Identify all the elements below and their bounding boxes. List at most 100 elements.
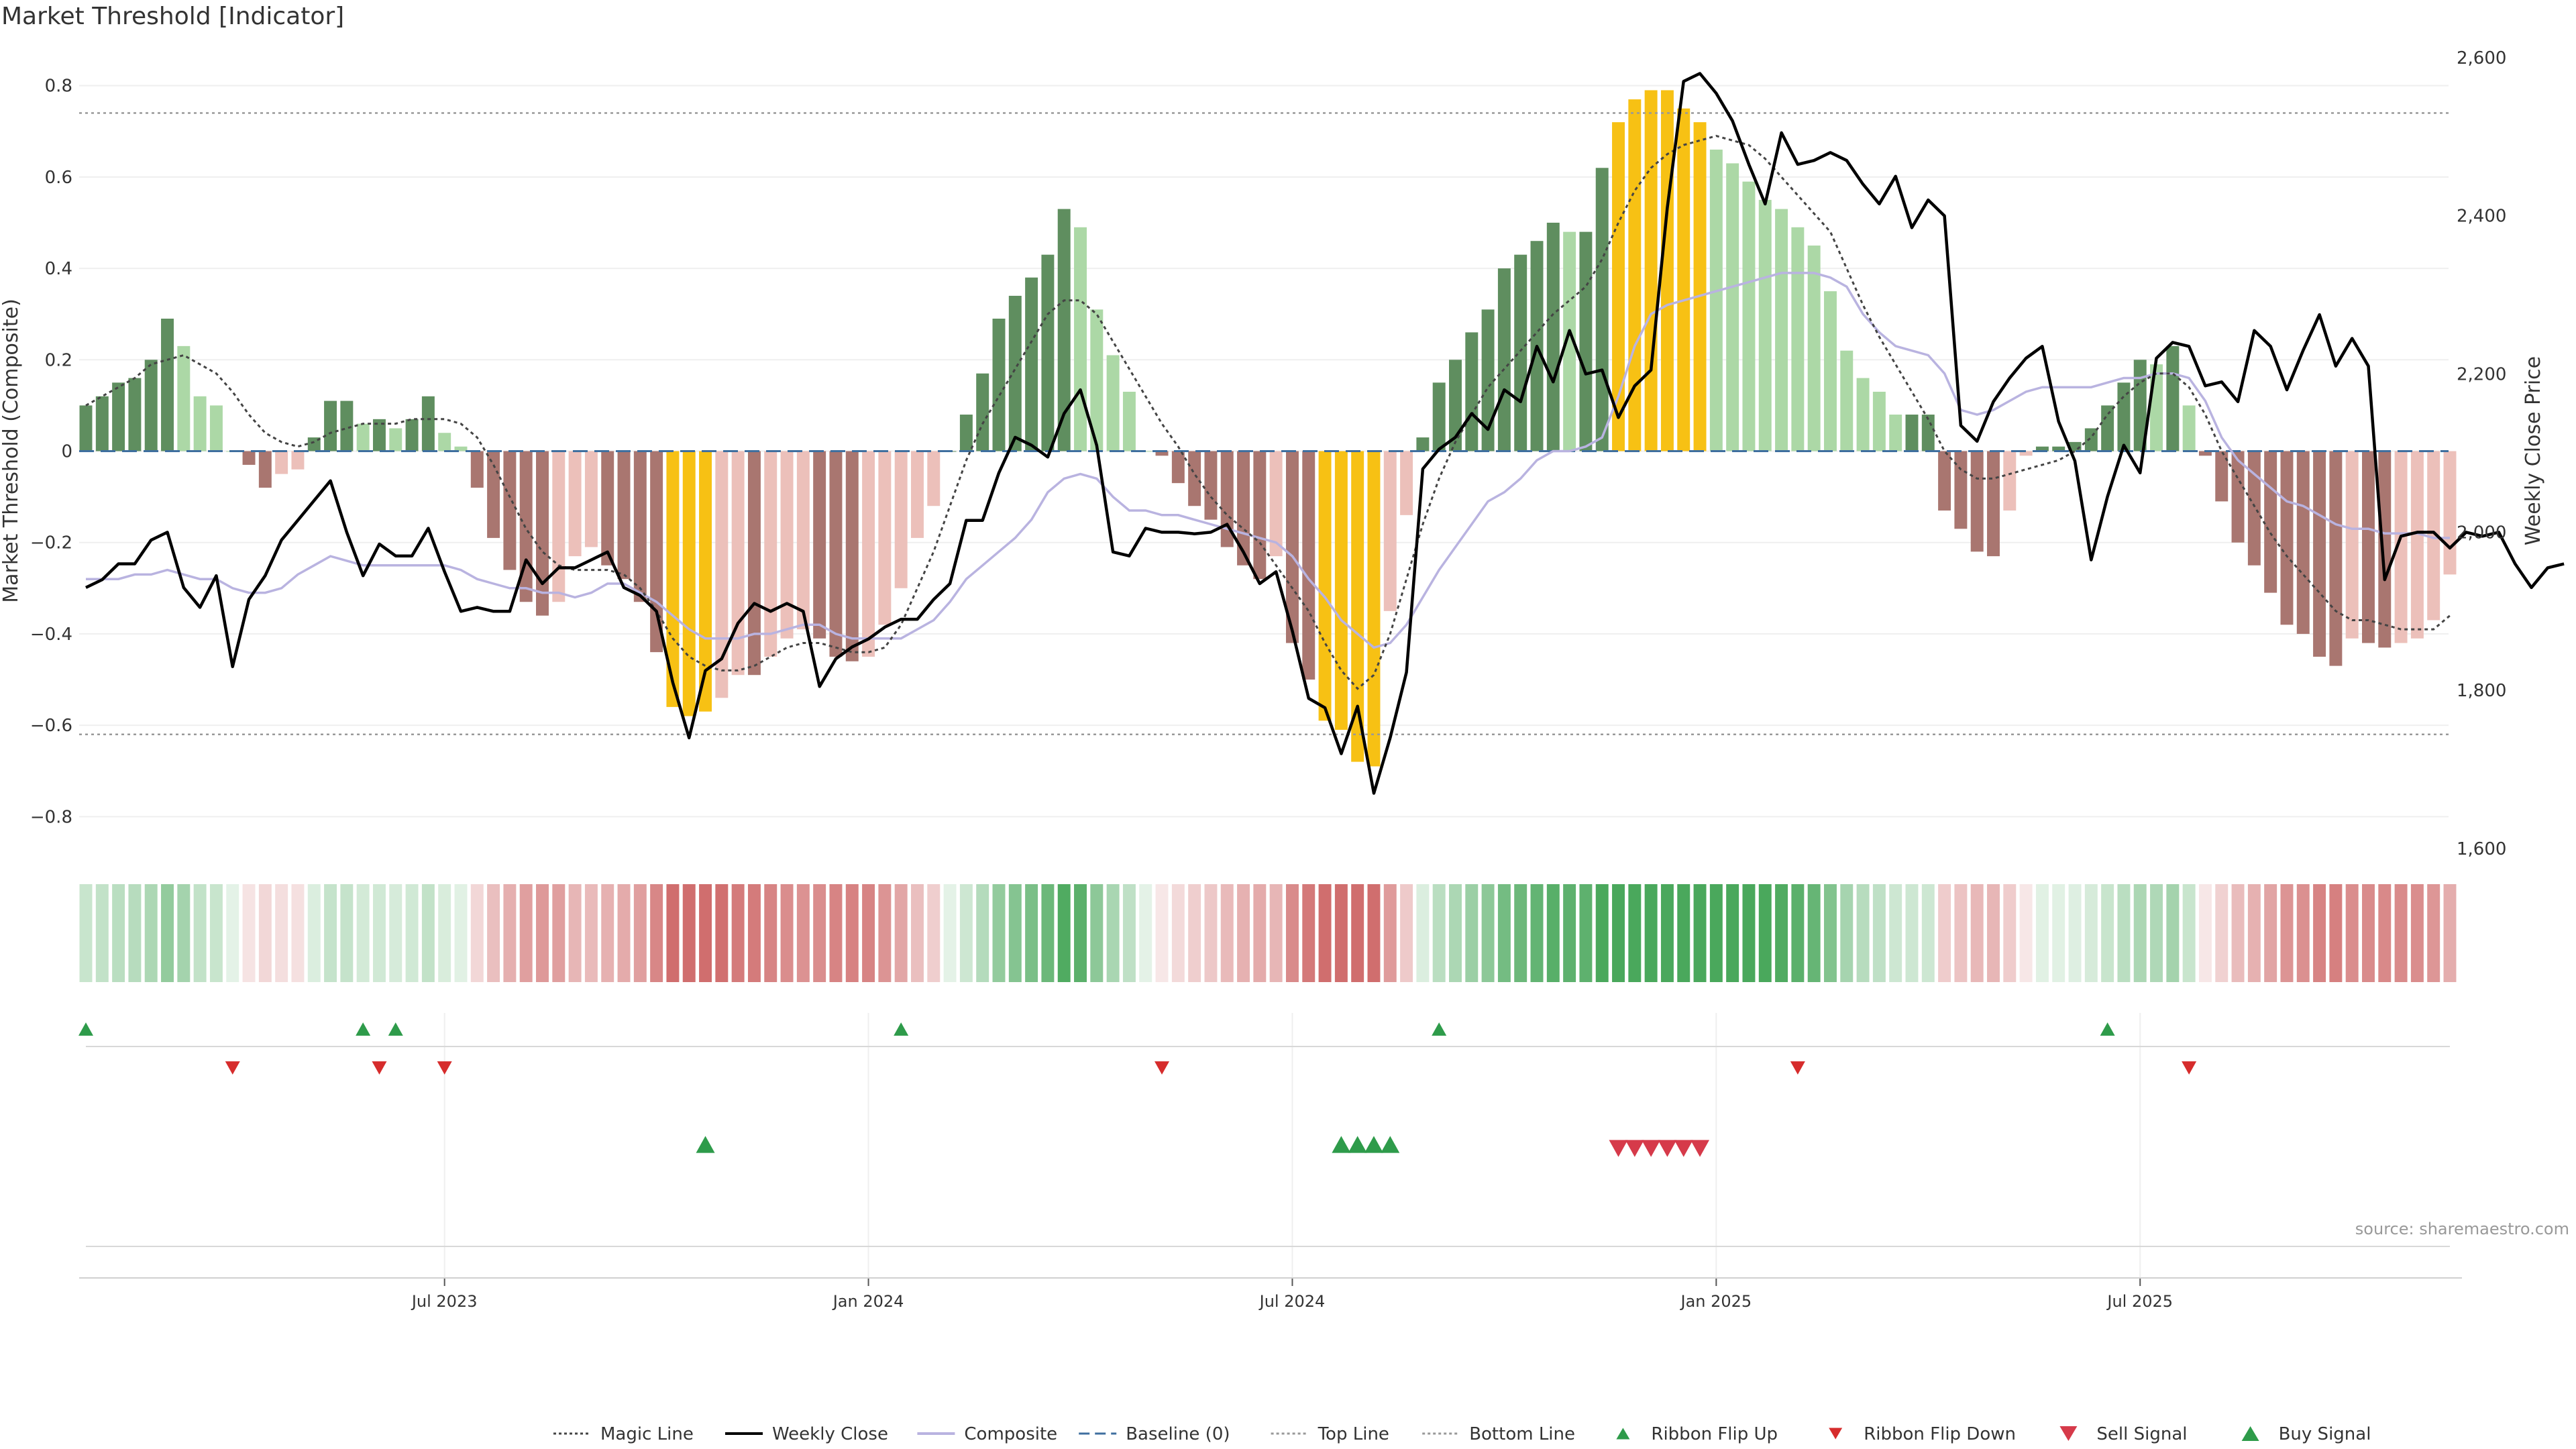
legend-swatch <box>1829 1428 1843 1440</box>
composite-bar <box>161 319 174 451</box>
sell-signal-marker <box>1674 1140 1693 1157</box>
ribbon-cell <box>796 884 810 982</box>
composite-bar <box>584 451 598 547</box>
ribbon-cell <box>1041 884 1055 982</box>
ribbon-cell <box>1008 884 1022 982</box>
legend-item: Sell Signal <box>2059 1424 2187 1444</box>
ribbon-cell <box>519 884 533 982</box>
composite-bar <box>796 451 810 630</box>
ribbon-cell <box>927 884 941 982</box>
y-tick-label-right: 2,200 <box>2457 365 2506 385</box>
axes: −0.8 −0.6 −0.4 −0.2 0 0.2 0.4 0.6 0.8 1,600 1,800 2… <box>0 48 2545 1311</box>
ribbon-cell <box>1595 884 1609 982</box>
buy-signal-marker <box>1348 1136 1367 1153</box>
ribbon-cell <box>1987 884 2000 982</box>
legend-swatch <box>2241 1426 2259 1442</box>
composite-bar <box>1514 254 1527 451</box>
composite-bars <box>79 90 2457 767</box>
y-tick-label-left: 0.6 <box>45 168 72 188</box>
ribbon-cell <box>682 884 696 982</box>
ribbon-cell <box>2084 884 2098 982</box>
ribbon-cell <box>1823 884 1837 982</box>
ribbon-cell <box>992 884 1006 982</box>
composite-bar <box>1595 168 1609 451</box>
composite-bar <box>470 451 484 488</box>
ribbon-cell <box>878 884 892 982</box>
y-tick-label-left: −0.4 <box>30 625 72 645</box>
composite-bar <box>112 382 125 451</box>
ribbon-cell <box>747 884 761 982</box>
ribbon-cell <box>2068 884 2082 982</box>
y-axis-label-right: Weekly Close Price <box>2522 356 2545 545</box>
composite-bar <box>389 428 402 451</box>
ribbon-cell <box>2117 884 2131 982</box>
composite-bar <box>617 451 631 580</box>
ribbon-cell <box>2150 884 2163 982</box>
ribbon-cell <box>1758 884 1772 982</box>
ribbon-flip-down-marker <box>2182 1061 2197 1075</box>
legend: Magic Line Weekly Close Composite Baseline … <box>553 1424 2371 1444</box>
composite-bar <box>1856 378 1870 451</box>
composite-bar <box>438 433 451 451</box>
composite-bar <box>780 451 794 639</box>
composite-bar <box>1400 451 1413 515</box>
ribbon-cell <box>1269 884 1283 982</box>
ribbon-cell <box>2410 884 2424 982</box>
ribbon-flip-down-marker <box>1790 1061 1805 1075</box>
ribbon-cell <box>2394 884 2408 982</box>
ribbon-cell <box>1726 884 1739 982</box>
ribbon-cell <box>1285 884 1299 982</box>
y-tick-label-left: −0.6 <box>30 716 72 736</box>
ribbon-cell <box>275 884 288 982</box>
legend-swatch <box>2059 1426 2078 1442</box>
ribbon-strip <box>79 884 2457 982</box>
composite-bar <box>1497 268 1511 451</box>
ribbon-cell <box>633 884 647 982</box>
ribbon-cell <box>1889 884 1902 982</box>
composite-bar <box>2231 451 2245 543</box>
y-tick-label-left: 0.2 <box>45 350 72 370</box>
ribbon-flip-up-marker <box>78 1022 93 1036</box>
ribbon-cell <box>1122 884 1136 982</box>
ribbon-cell <box>2427 884 2440 982</box>
legend-label: Ribbon Flip Up <box>1651 1424 1778 1444</box>
legend-label: Ribbon Flip Down <box>1864 1424 2016 1444</box>
composite-bar <box>291 451 305 470</box>
ribbon-cell <box>1237 884 1250 982</box>
ribbon-cell <box>1497 884 1511 982</box>
composite-bar <box>976 373 989 451</box>
composite-bar <box>1122 391 1136 451</box>
composite-bar <box>2443 451 2457 575</box>
composite-bar <box>128 378 142 451</box>
ribbon-cell <box>1872 884 1886 982</box>
ribbon-cell <box>2215 884 2229 982</box>
ribbon-cell <box>1709 884 1723 982</box>
composite-bar <box>992 319 1006 451</box>
composite-bar <box>1938 451 1951 511</box>
ribbon-cell <box>112 884 125 982</box>
composite-bar <box>1041 254 1055 451</box>
ribbon-cell <box>2019 884 2033 982</box>
y-tick-label-right: 1,600 <box>2457 839 2506 859</box>
composite-bar <box>307 437 321 451</box>
y-tick-label-right: 2,400 <box>2457 207 2506 227</box>
composite-bar <box>764 451 777 657</box>
composite-bar <box>487 451 500 538</box>
legend-item: Bottom Line <box>1422 1424 1575 1444</box>
composite-bar <box>1106 355 1120 451</box>
ribbon-cell <box>731 884 745 982</box>
ribbon-cell <box>1954 884 1968 982</box>
composite-bar <box>568 451 582 557</box>
composite-bar <box>324 400 337 451</box>
x-tick-label: Jul 2023 <box>411 1292 478 1311</box>
ribbon-flip-down-marker <box>372 1061 387 1075</box>
composite-bar <box>2003 451 2017 511</box>
ribbon-cell <box>1449 884 1462 982</box>
ribbon-cell <box>1188 884 1201 982</box>
ribbon-cell <box>862 884 875 982</box>
composite-bar <box>666 451 680 707</box>
composite-bar <box>1269 451 1283 557</box>
ribbon-cell <box>910 884 924 982</box>
ribbon-cell <box>1106 884 1120 982</box>
composite-bar <box>601 451 614 566</box>
